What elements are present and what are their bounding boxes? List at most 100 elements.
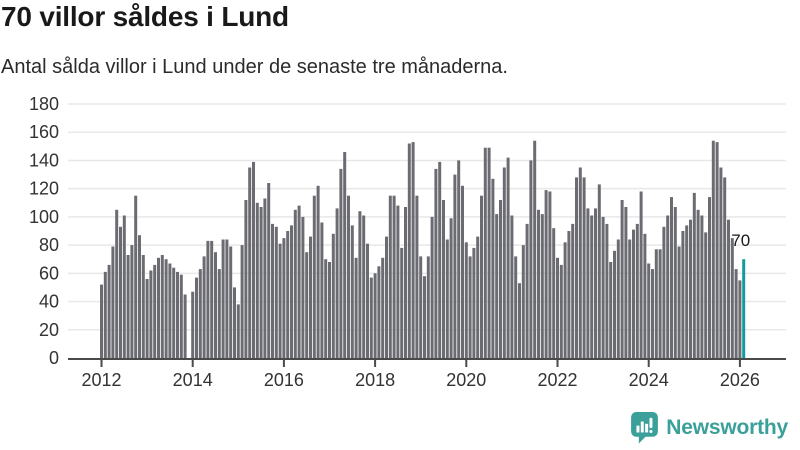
bar — [658, 249, 662, 358]
bar — [700, 215, 704, 358]
bar — [704, 232, 708, 358]
bar — [426, 256, 430, 358]
bar — [666, 215, 670, 358]
bar — [157, 257, 160, 358]
bar — [715, 142, 719, 358]
bar — [605, 223, 609, 358]
newsworthy-wordmark: Newsworthy — [666, 415, 788, 439]
bar — [145, 279, 149, 358]
bar — [487, 147, 491, 358]
bar — [244, 200, 248, 358]
bar — [544, 190, 548, 358]
bar — [445, 239, 449, 358]
bar — [191, 291, 195, 358]
bar — [613, 250, 616, 358]
bar — [297, 205, 301, 358]
bar — [282, 238, 286, 358]
bar — [571, 223, 575, 358]
bar — [681, 231, 685, 358]
bar — [529, 160, 533, 358]
bar — [347, 195, 350, 358]
bar — [354, 257, 358, 358]
bar — [472, 247, 476, 358]
bar — [582, 177, 586, 358]
bar — [309, 236, 312, 358]
bar — [392, 195, 396, 358]
bar — [525, 223, 529, 358]
bar — [335, 208, 339, 358]
highlight-value-label: 70 — [731, 231, 750, 250]
bar — [259, 207, 263, 358]
bar — [324, 259, 328, 358]
bar — [176, 271, 179, 358]
bar — [362, 215, 366, 358]
bar — [540, 214, 544, 358]
bar — [647, 263, 651, 358]
bar — [723, 177, 727, 358]
bar — [620, 200, 624, 358]
y-tick-label: 160 — [29, 122, 59, 142]
x-tick-label: 2020 — [446, 370, 486, 390]
bar — [430, 216, 434, 358]
bar — [411, 142, 415, 358]
bar — [506, 157, 510, 358]
bar — [692, 192, 696, 358]
bar — [202, 256, 206, 358]
bar — [195, 277, 198, 358]
bar — [468, 256, 472, 358]
bar — [396, 205, 400, 358]
bar — [635, 223, 639, 358]
bar — [673, 207, 677, 358]
bar — [271, 223, 274, 358]
bar — [457, 160, 461, 358]
bar — [643, 233, 647, 358]
bar — [290, 225, 293, 358]
bar — [464, 242, 468, 358]
bar — [453, 174, 457, 358]
bar — [404, 207, 407, 358]
bar — [711, 140, 715, 358]
bar — [210, 240, 214, 358]
bar — [575, 177, 578, 358]
x-tick-label: 2012 — [81, 370, 121, 390]
bar — [510, 215, 514, 358]
bar — [578, 167, 582, 358]
bar — [632, 229, 635, 358]
bar — [221, 239, 225, 358]
bar — [662, 226, 666, 358]
bar — [438, 161, 442, 358]
bar — [149, 270, 153, 358]
bar — [499, 200, 502, 358]
bar — [407, 143, 411, 358]
bar — [373, 273, 377, 358]
bar — [366, 243, 369, 358]
bar — [252, 161, 255, 358]
bar — [594, 208, 597, 358]
bar — [533, 140, 537, 358]
y-tick-label: 20 — [39, 320, 59, 340]
bar — [597, 184, 601, 358]
x-tick-label: 2016 — [264, 370, 304, 390]
y-tick-label: 80 — [39, 235, 59, 255]
bar — [339, 168, 343, 358]
bar — [369, 277, 373, 358]
y-tick-label: 140 — [29, 150, 59, 170]
bar — [651, 269, 654, 358]
bar — [689, 219, 692, 358]
bar — [685, 225, 689, 358]
bar — [677, 246, 681, 358]
bar — [461, 185, 464, 358]
bar — [491, 178, 495, 358]
bar — [168, 263, 172, 358]
bar — [248, 167, 252, 358]
bar — [107, 264, 111, 358]
bar — [734, 269, 738, 358]
bar — [654, 249, 658, 358]
y-tick-label: 0 — [49, 348, 59, 368]
bar — [103, 271, 107, 358]
bar — [415, 195, 419, 358]
bar — [727, 219, 730, 358]
bar — [476, 236, 480, 358]
bar — [708, 197, 711, 358]
